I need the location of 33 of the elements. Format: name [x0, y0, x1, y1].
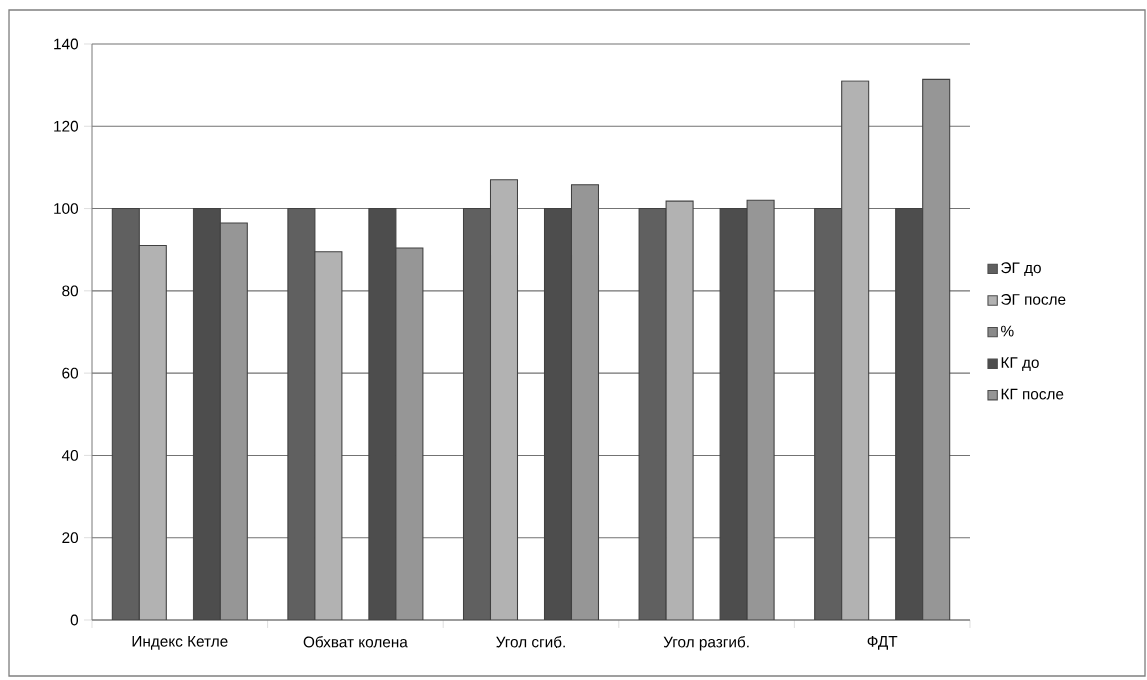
y-tick-label: 60 [62, 367, 79, 379]
bar [841, 80, 870, 620]
x-tick-label: Угол разгиб. [663, 636, 749, 651]
legend-label: ЭГ после [1001, 293, 1066, 305]
x-tick-label: Угол сгиб. [496, 636, 565, 648]
y-tick-label: 80 [62, 285, 79, 297]
legend-label: % [1001, 325, 1014, 337]
legend-label: ЭГ до [1001, 262, 1041, 277]
legend-label: КГ после [1001, 388, 1064, 400]
x-tick-label: ФДТ [867, 636, 898, 650]
y-tick-label: 0 [70, 614, 79, 626]
bar [665, 200, 694, 620]
bar [570, 184, 600, 620]
bar [111, 208, 140, 620]
bar [638, 208, 667, 620]
y-tick-label: 20 [62, 532, 79, 544]
bar [219, 222, 248, 620]
y-tick-label: 40 [61, 449, 79, 461]
bar [314, 251, 343, 620]
x-tick-label: Индекс Кетле [132, 636, 228, 650]
bar [287, 208, 316, 620]
x-tick-label: Обхват колена [303, 636, 408, 648]
bar [814, 208, 843, 620]
y-tick-label: 120 [54, 120, 79, 132]
legend-label: КГ до [1001, 357, 1039, 371]
bar [746, 199, 775, 620]
y-tick-label: 100 [54, 203, 79, 214]
bar [922, 78, 951, 620]
bar [395, 247, 424, 620]
bar [138, 245, 167, 620]
y-tick-label: 140 [54, 38, 79, 50]
bar [489, 179, 519, 620]
bar [462, 208, 492, 620]
